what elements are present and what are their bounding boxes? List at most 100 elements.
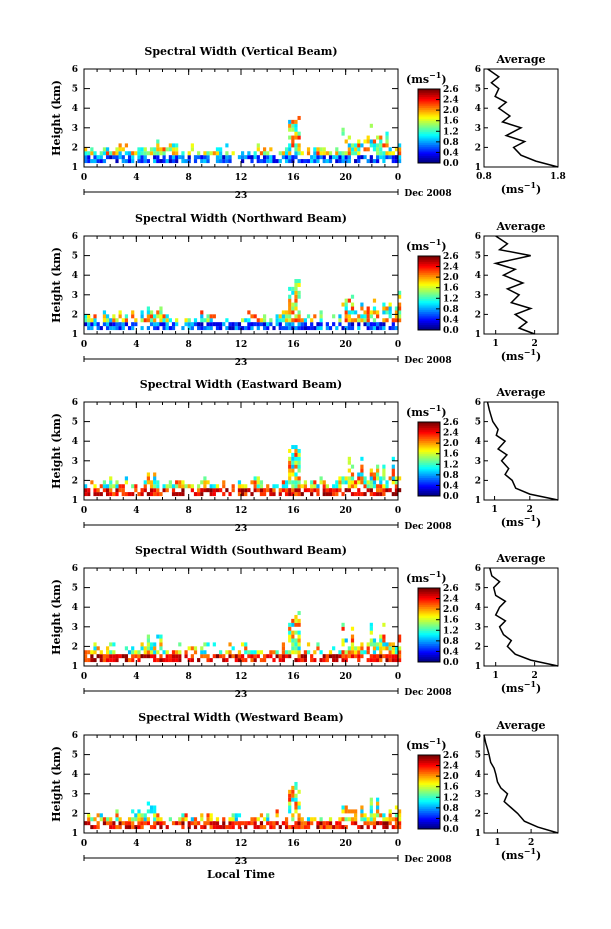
heatmap-cell <box>297 801 301 806</box>
heatmap-cell <box>291 646 295 651</box>
heatmap-cell <box>84 488 88 493</box>
heatmap-cell <box>306 650 311 655</box>
colorbar-tick-label: 0.0 <box>443 658 459 668</box>
heatmap-cell <box>115 813 119 818</box>
heatmap-cell <box>156 151 160 156</box>
heatmap-cell <box>244 658 248 663</box>
heatmap-cell <box>379 650 383 655</box>
y-axis-label: Height (km) <box>50 247 63 323</box>
heatmap-cell <box>376 326 380 331</box>
heatmap-cell <box>379 654 383 659</box>
date-label: Dec 2008 <box>404 356 451 366</box>
heatmap-cell <box>109 654 113 659</box>
heatmap-cell <box>338 488 342 493</box>
colorbar-tick-label: 1.6 <box>443 117 459 127</box>
y-axis-label: Height (km) <box>50 579 63 655</box>
heatmap-cell <box>372 310 377 315</box>
x-tick-label: 20 <box>339 340 352 350</box>
colorbar-segment <box>418 819 440 823</box>
heatmap-cell <box>259 488 264 493</box>
heatmap-cell <box>376 159 380 164</box>
heatmap-cell <box>382 825 386 830</box>
heatmap-cell <box>284 488 289 493</box>
heatmap-cell <box>109 484 113 489</box>
heatmap-cell <box>347 476 351 481</box>
heatmap-cell <box>256 654 260 659</box>
x-tick-label: 16 <box>287 506 300 516</box>
colorbar-segment <box>418 652 440 656</box>
heatmap-cell <box>344 658 348 663</box>
heatmap-cell <box>105 155 110 160</box>
colorbar-segment <box>418 817 440 821</box>
heatmap-cell <box>310 817 314 822</box>
heatmap-cell <box>262 151 267 156</box>
heatmap-cell <box>153 805 157 810</box>
heatmap-cell <box>121 492 125 497</box>
heatmap-cell <box>398 151 402 156</box>
colorbar-segment <box>418 477 440 480</box>
heatmap-cell <box>294 614 298 619</box>
heatmap-cell <box>382 638 386 643</box>
heatmap-cell <box>269 488 273 493</box>
heatmap-cell <box>288 626 292 631</box>
heatmap-cell <box>294 294 298 299</box>
heatmap-cell <box>372 813 377 818</box>
heatmap-cell <box>335 492 339 497</box>
heatmap-cell <box>288 630 292 635</box>
heatmap-cell <box>231 484 235 489</box>
heatmap-cell <box>156 488 160 493</box>
heatmap-cell <box>159 821 163 826</box>
heatmap-cell <box>297 484 301 489</box>
heatmap-cell <box>357 143 361 148</box>
heatmap-cell <box>178 642 182 647</box>
heatmap-cell <box>131 654 135 659</box>
heatmap-cell <box>391 650 395 655</box>
heatmap-cell <box>369 809 373 814</box>
heatmap-cell <box>212 654 216 659</box>
heatmap-cell <box>376 484 380 489</box>
heatmap-cell <box>288 306 292 311</box>
heatmap-cell <box>297 825 301 830</box>
heatmap-cell <box>310 480 314 485</box>
colorbar-segment <box>418 660 440 663</box>
heatmap-cell <box>297 448 301 453</box>
heatmap-cell <box>398 290 402 295</box>
heatmap-cell <box>366 825 370 830</box>
heatmap-cell <box>391 464 395 469</box>
heatmap-cell <box>118 147 122 152</box>
heatmap-cell <box>203 650 207 655</box>
heatmap-cell <box>391 456 395 461</box>
heatmap-cell <box>234 817 238 822</box>
heatmap-cell <box>109 825 113 830</box>
colorbar-segment <box>418 263 440 266</box>
heatmap-cell <box>143 484 147 489</box>
heatmap-cell <box>382 622 386 627</box>
heatmap-cell <box>102 147 107 152</box>
colorbar-segment <box>418 775 440 778</box>
heatmap-cell <box>388 642 392 647</box>
heatmap-cell <box>90 326 94 331</box>
colorbar: 0.00.40.81.21.62.02.42.6(ms−1) <box>406 736 459 835</box>
heatmap-cell <box>165 147 169 152</box>
heatmap-cell <box>294 480 298 485</box>
day-label: 23 <box>235 358 248 368</box>
heatmap-cell <box>209 318 213 323</box>
heatmap-cell <box>153 147 157 152</box>
heatmap-cell <box>140 159 144 164</box>
heatmap-cell <box>284 654 289 659</box>
heatmap-cell <box>137 151 141 156</box>
colorbar-segment <box>418 309 440 312</box>
colorbar-segment <box>418 816 440 819</box>
heatmap-cell <box>398 159 402 164</box>
heatmap-cell <box>284 817 289 822</box>
heatmap-cell <box>96 825 100 830</box>
heatmap-cell <box>269 147 273 152</box>
heatmap-cell <box>256 159 260 164</box>
heatmap-cell <box>366 306 370 311</box>
heatmap-cell <box>149 147 154 152</box>
heatmap-cell <box>379 147 383 152</box>
x-tick-label: 12 <box>235 340 248 350</box>
heatmap-cell <box>391 155 395 160</box>
heatmap-cell <box>294 314 298 319</box>
heatmap-cell <box>278 318 282 323</box>
